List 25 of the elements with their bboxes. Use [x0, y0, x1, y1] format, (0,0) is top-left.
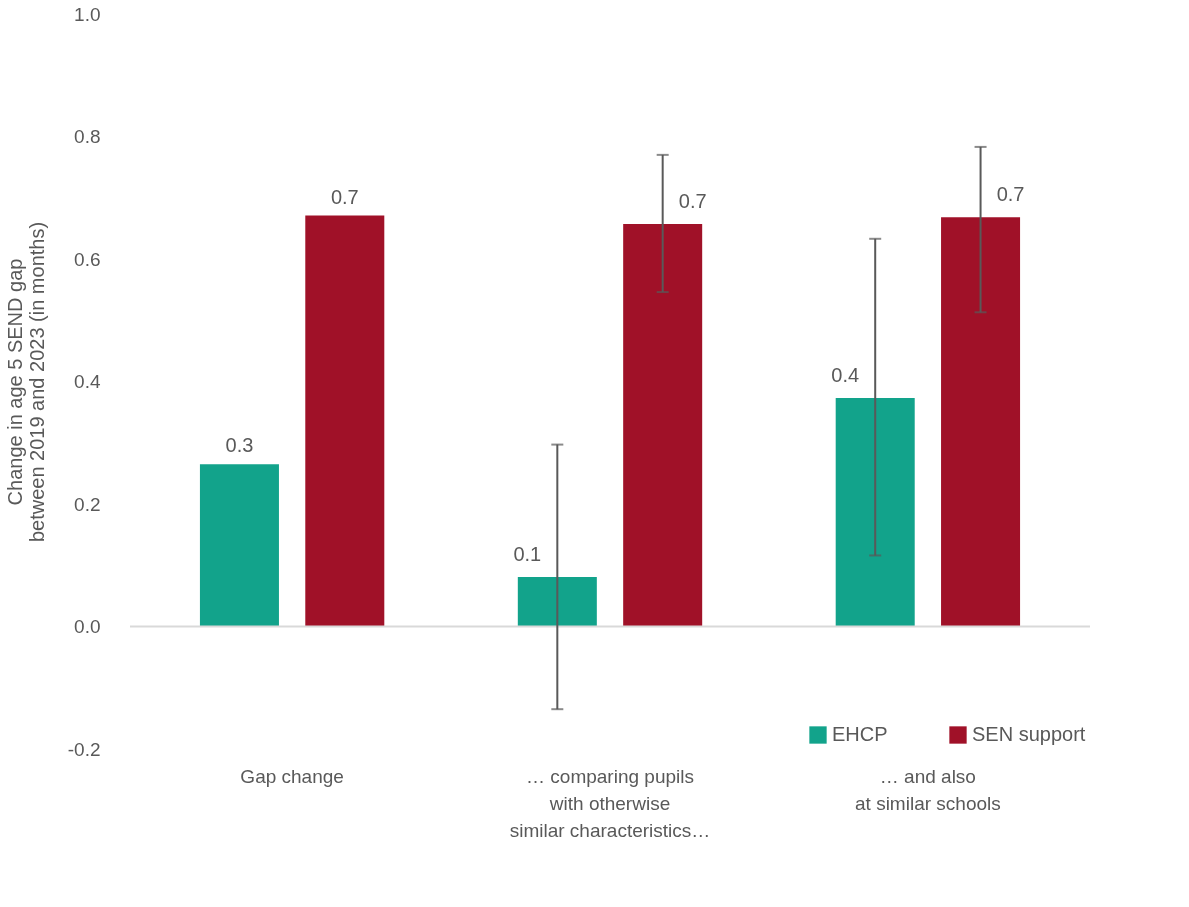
data-label: 0.7	[996, 183, 1025, 206]
data-label: 0.1	[513, 542, 542, 565]
y-tick-label: 0.6	[74, 248, 101, 270]
bar	[517, 576, 597, 627]
bar	[941, 217, 1021, 627]
data-label: 0.4	[831, 364, 860, 387]
legend-label: EHCP	[832, 723, 888, 745]
bar	[305, 215, 385, 627]
y-tick-label: 1.0	[74, 3, 101, 25]
y-tick-label: -0.2	[67, 738, 101, 760]
bar	[199, 464, 279, 627]
bar	[835, 398, 915, 627]
y-axis-title: Change in age 5 SEND gap between 2019 and 2023 (in months)	[3, 221, 48, 543]
y-tick-label: 0.0	[74, 616, 101, 637]
y-tick-label: 0.8	[74, 126, 101, 147]
legend-label: SEN support	[972, 723, 1086, 745]
y-tick-label: 0.4	[74, 371, 101, 392]
data-label: 0.7	[330, 185, 359, 208]
x-tick-label: … and also at similar schools	[855, 765, 1001, 814]
y-tick-label: 0.2	[74, 493, 101, 515]
data-label: 0.3	[225, 434, 254, 457]
x-tick-label: … comparing pupils with otherwise similar characteristics…	[509, 765, 711, 841]
data-label: 0.7	[678, 190, 707, 213]
bar	[623, 224, 703, 627]
x-tick-label: Gap change	[240, 765, 344, 787]
